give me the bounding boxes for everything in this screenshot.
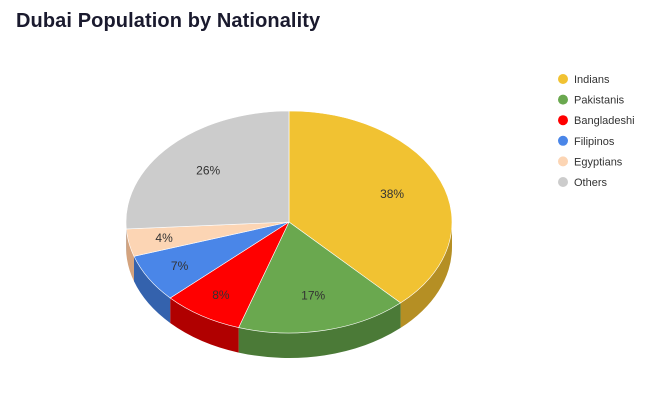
legend-swatch-filipinos: [558, 135, 568, 146]
pie-labels: 38% 17% 8% 7% 4% 26%: [155, 163, 404, 302]
legend-swatch-indians: [558, 74, 568, 84]
pie-sides: [126, 222, 452, 358]
pie-side-indians: [400, 222, 452, 328]
legend-label-bangladeshi: Bangladeshi: [574, 115, 635, 127]
pie-side-egyptians: [126, 228, 134, 282]
pie-slice-indians: [288, 110, 453, 304]
pie-side-filipinos: [133, 256, 171, 323]
pie-label-others: 26%: [196, 163, 220, 177]
legend-label-egyptians: Egyptians: [574, 156, 623, 168]
pie-label-indians: 38%: [380, 187, 404, 201]
pie-side-pakistanis: [238, 302, 401, 358]
pie-side-bangladeshi: [170, 297, 239, 353]
pie-label-egyptians: 4%: [155, 231, 173, 245]
pie-slice-others: [125, 110, 290, 230]
pie-label-pakistanis: 17%: [301, 289, 325, 303]
legend-label-filipinos: Filipinos: [574, 136, 615, 148]
chart-title: Dubai Population by Nationality: [16, 10, 321, 32]
legend-swatch-others: [558, 177, 568, 187]
legend-swatch-bangladeshi: [558, 115, 568, 126]
legend-label-others: Others: [574, 177, 608, 189]
legend-label-indians: Indians: [574, 74, 610, 86]
pie-label-bangladeshi: 8%: [212, 288, 230, 302]
pie-label-filipinos: 7%: [171, 259, 189, 273]
legend-swatch-egyptians: [558, 156, 568, 167]
pie-tops: [125, 110, 453, 334]
legend: Indians Pakistanis Bangladeshi Filipinos Egy…: [558, 74, 635, 189]
pie-slice-pakistanis: [238, 221, 402, 334]
legend-label-pakistanis: Pakistanis: [574, 95, 625, 107]
legend-swatch-pakistanis: [558, 94, 568, 105]
